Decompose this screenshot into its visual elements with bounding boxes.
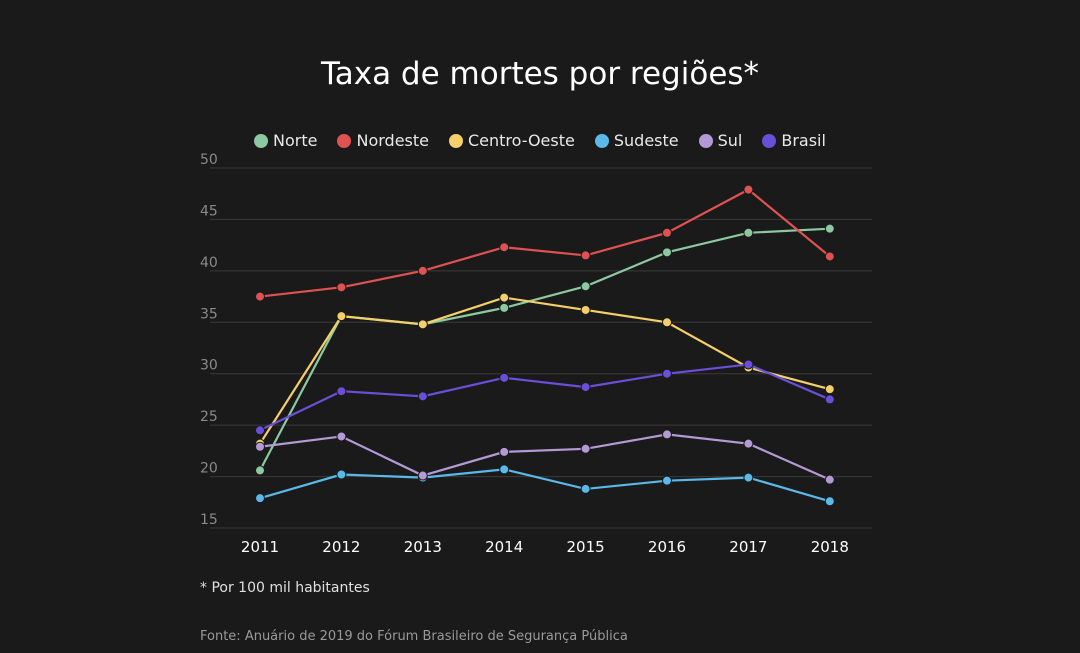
legend-swatch (449, 133, 463, 148)
legend-swatch (337, 133, 352, 148)
data-point-sudeste (499, 464, 510, 475)
data-point-norte (255, 465, 265, 476)
data-point-sul (417, 470, 428, 481)
legend-swatch (254, 133, 269, 148)
y-tick-label: 15 (200, 512, 218, 528)
data-point-centro-oeste (417, 319, 428, 330)
data-point-sudeste (662, 475, 672, 486)
data-point-nordeste (417, 265, 428, 276)
x-tick-label: 2016 (648, 538, 686, 556)
data-point-centro-oeste (336, 311, 347, 322)
data-point-sudeste (255, 493, 265, 504)
series-line-centro-oeste (259, 296, 831, 445)
data-point-brasil (662, 368, 672, 379)
data-point-nordeste (743, 184, 754, 195)
y-tick-label: 50 (200, 152, 218, 168)
x-tick-label: 2011 (241, 538, 279, 556)
y-tick-label: 35 (200, 306, 218, 322)
data-point-centro-oeste (499, 292, 510, 303)
data-point-sul (662, 429, 672, 440)
legend-item: Nordeste (337, 131, 429, 150)
legend-label: Nordeste (356, 131, 429, 150)
data-point-sudeste (824, 496, 835, 507)
data-point-norte (743, 227, 754, 238)
data-point-sul (743, 438, 754, 449)
data-point-brasil (824, 394, 835, 405)
series-line-sul (259, 433, 831, 481)
y-tick-label: 40 (200, 255, 218, 271)
data-point-nordeste (662, 227, 672, 238)
y-tick-label: 45 (200, 203, 218, 219)
legend-swatch (594, 133, 609, 148)
legend-label: Centro-Oeste (468, 131, 575, 150)
source-note: Fonte: Anuário de 2019 do Fórum Brasilei… (200, 629, 628, 644)
data-point-centro-oeste (580, 304, 591, 315)
data-point-norte (580, 281, 591, 292)
data-point-centro-oeste (824, 384, 835, 395)
data-point-sul (499, 446, 510, 457)
y-tick-label: 30 (200, 358, 218, 374)
data-point-brasil (580, 382, 591, 393)
data-point-sul (255, 441, 265, 452)
series-line-brasil (259, 363, 831, 432)
legend-item: Sudeste (594, 131, 679, 150)
data-point-centro-oeste (662, 317, 672, 328)
data-point-brasil (417, 391, 428, 402)
x-tick-label: 2013 (404, 538, 442, 556)
x-tick-label: 2018 (811, 538, 849, 556)
chart-title: Taxa de mortes por regiões* (320, 56, 760, 92)
x-tick-label: 2015 (567, 538, 605, 556)
legend-label: Norte (273, 131, 318, 150)
series-line-sudeste (259, 468, 831, 503)
footnote: * Por 100 mil habitantes (200, 580, 370, 596)
data-point-sudeste (580, 483, 591, 494)
data-point-norte (499, 302, 510, 313)
x-tick-label: 2012 (322, 538, 360, 556)
data-point-sul (580, 443, 591, 454)
data-point-sudeste (743, 472, 754, 483)
x-tick-label: 2014 (485, 538, 523, 556)
legend-item: Centro-Oeste (449, 131, 575, 150)
data-point-brasil (336, 386, 347, 397)
legend-item: Sul (698, 131, 743, 150)
legend-item: Norte (254, 131, 317, 150)
data-point-nordeste (580, 250, 591, 261)
legend-swatch (762, 133, 777, 148)
data-point-brasil (255, 425, 265, 436)
y-tick-label: 25 (200, 409, 218, 425)
series-line-nordeste (259, 188, 831, 298)
legend-label: Sudeste (613, 131, 679, 150)
data-point-sul (824, 474, 835, 485)
data-point-sul (336, 431, 347, 442)
data-point-nordeste (336, 282, 347, 293)
legend: Norte Nordeste Centro-Oeste Sudeste Sul Brasi… (0, 131, 1080, 150)
legend-swatch (698, 133, 713, 148)
legend-item: Brasil (762, 131, 826, 150)
data-point-sudeste (336, 469, 347, 480)
data-point-brasil (499, 372, 510, 383)
legend-label: Sul (717, 131, 743, 150)
legend-label: Brasil (781, 131, 826, 150)
data-point-nordeste (255, 291, 265, 302)
x-tick-label: 2017 (729, 538, 767, 556)
data-point-norte (824, 223, 835, 234)
y-tick-label: 20 (200, 461, 218, 477)
data-point-brasil (743, 359, 754, 370)
data-point-nordeste (824, 251, 835, 262)
data-point-nordeste (499, 242, 510, 253)
data-point-norte (662, 247, 672, 258)
